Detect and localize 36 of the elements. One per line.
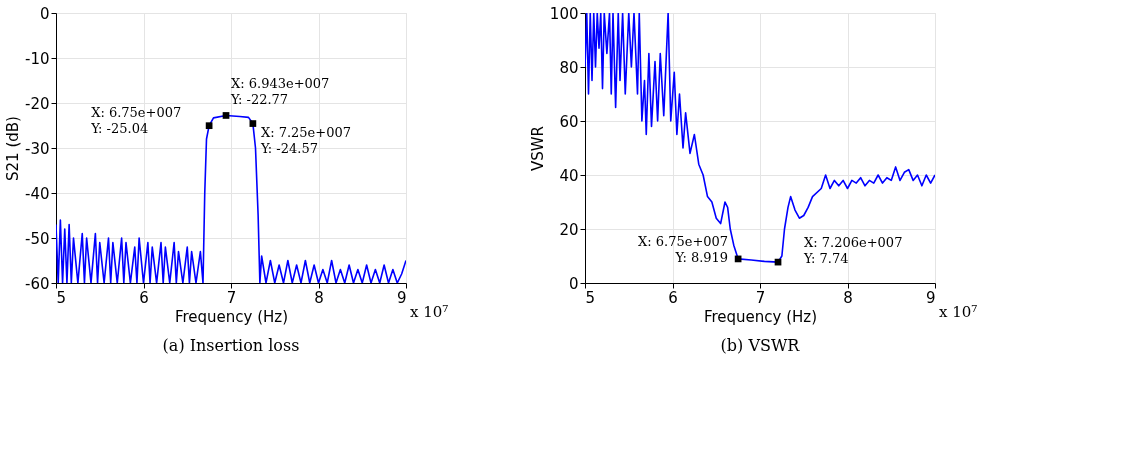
y-tick-label: 0: [39, 4, 50, 23]
annotation: X: 6.75e+007 Y: -25.04: [90, 104, 182, 136]
y-tick-label: 100: [549, 4, 579, 23]
y-axis-title: VSWR: [528, 125, 547, 172]
x-tick-label: 9: [925, 288, 936, 307]
y-tick-label: 60: [559, 112, 579, 131]
y-tick-label: -60: [25, 274, 50, 293]
y-tick-label: -10: [25, 49, 50, 68]
x-tick-label: 5: [56, 288, 67, 307]
y-tick-label: 40: [559, 166, 579, 185]
x-axis-title: Frequency (Hz): [174, 307, 289, 326]
text: (a) Insertion loss: [162, 336, 300, 355]
y-tick-label: -20: [25, 94, 50, 113]
annotation: X: 6.943e+007 Y: -22.77: [230, 76, 330, 108]
annotation: X: 7.25e+007 Y: -24.57: [259, 124, 351, 156]
x-tick-label: 9: [396, 288, 407, 307]
y-tick-label: -30: [25, 139, 50, 158]
y-tick-label: 20: [559, 220, 579, 239]
y-tick-label: -40: [25, 184, 50, 203]
text: x 10⁷: [410, 303, 449, 321]
annotation: X: 7.206e+007 Y: 7.74: [803, 235, 903, 267]
text: x 10⁷: [939, 303, 978, 321]
y-tick-label: 0: [568, 274, 579, 293]
x-tick-label: 5: [585, 288, 596, 307]
y-tick-label: 80: [559, 58, 579, 77]
x-tick-label: 7: [755, 288, 766, 307]
x-tick-label: 8: [843, 288, 853, 307]
y-tick-label: -50: [25, 229, 50, 248]
x-tick-label: 6: [668, 288, 678, 307]
text: (b) VSWR: [720, 336, 801, 355]
y-axis-title: S21 (dB): [4, 116, 22, 181]
x-tick-label: 7: [226, 288, 237, 307]
x-tick-label: 8: [314, 288, 324, 307]
x-axis-title: Frequency (Hz): [703, 307, 818, 326]
x-tick-label: 6: [139, 288, 149, 307]
annotation: X: 6.75e+007 Y: 8.919: [638, 233, 729, 265]
